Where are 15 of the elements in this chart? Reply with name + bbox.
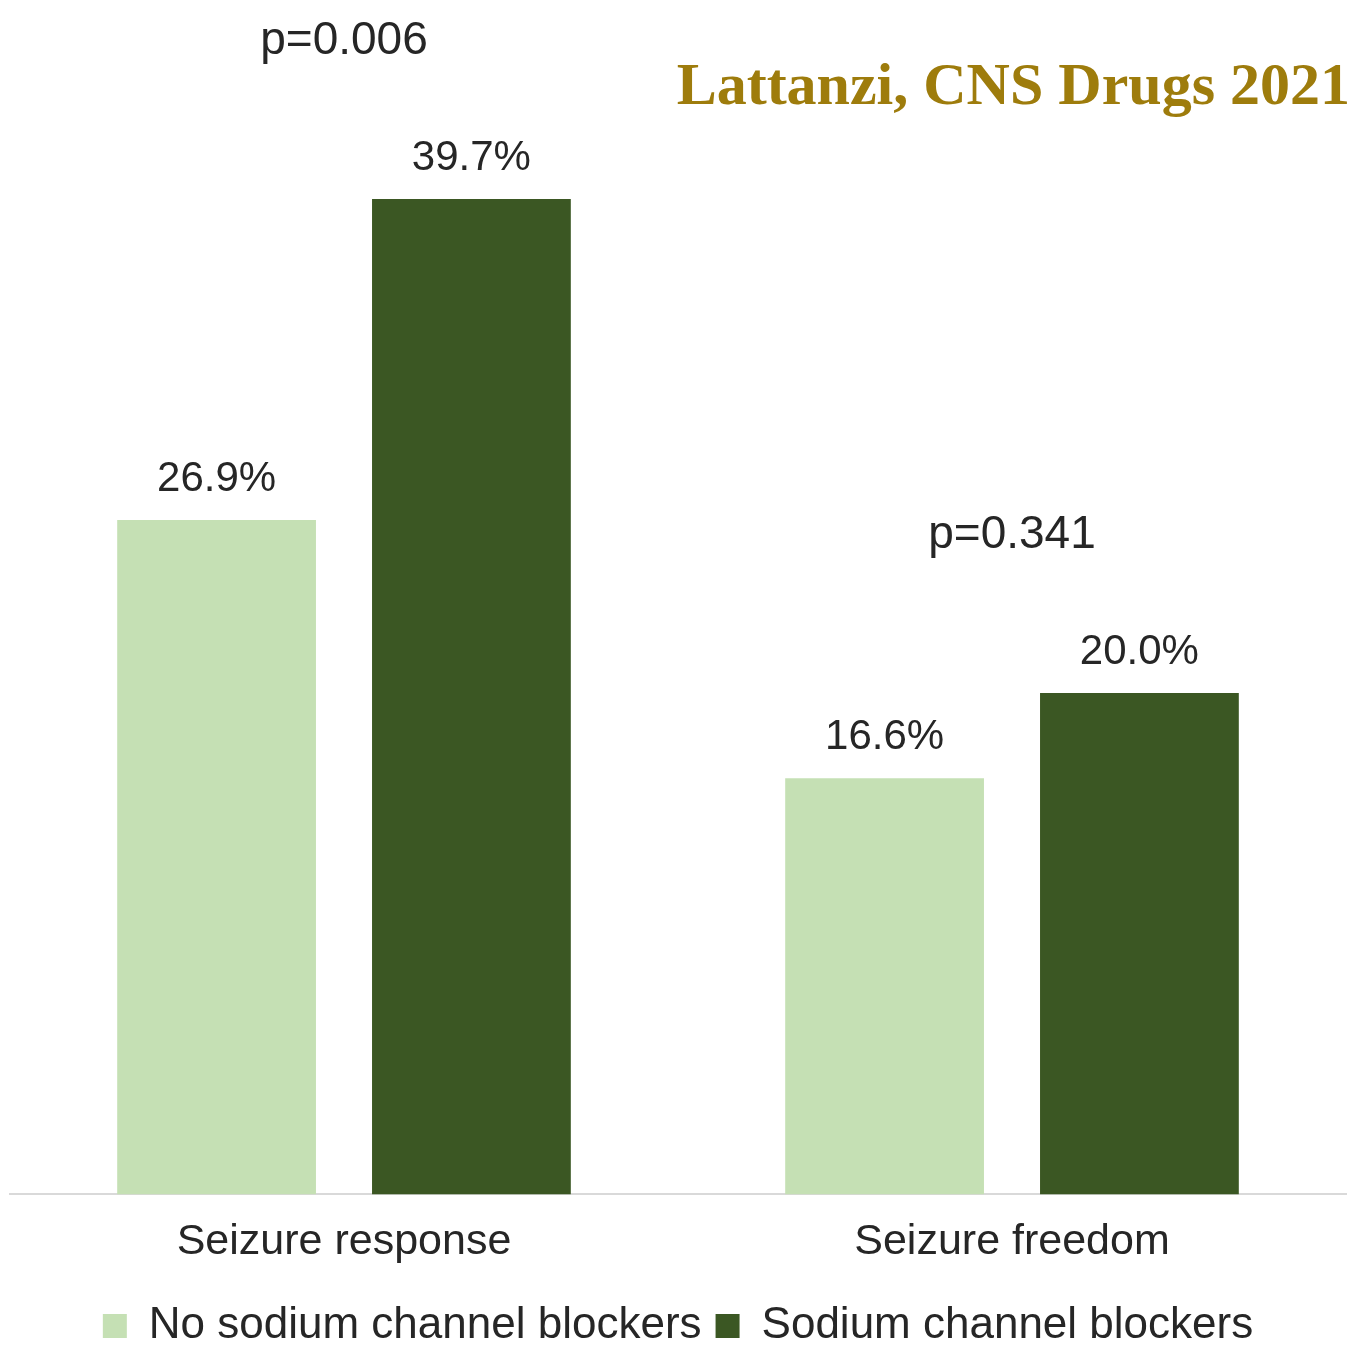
data-label: 39.7% [411, 131, 531, 179]
bar [372, 199, 571, 1195]
x-tick-label: Seizure freedom [854, 1215, 1170, 1264]
legend-label: No sodium channel blockers [148, 1298, 702, 1348]
data-label: 26.9% [157, 452, 277, 500]
x-tick-label: Seizure response [176, 1215, 512, 1264]
data-label: 16.6% [825, 710, 945, 758]
text: Lattanzi, CNS Drugs 2021 [676, 50, 1350, 117]
bar [1040, 692, 1239, 1195]
data-label: 20.0% [1079, 625, 1199, 673]
annotation: p=0.341 [928, 505, 1096, 558]
text: p=0.006 [260, 11, 428, 64]
bar [117, 519, 316, 1195]
bar [785, 778, 984, 1195]
legend-label: Sodium channel blockers [761, 1298, 1254, 1348]
